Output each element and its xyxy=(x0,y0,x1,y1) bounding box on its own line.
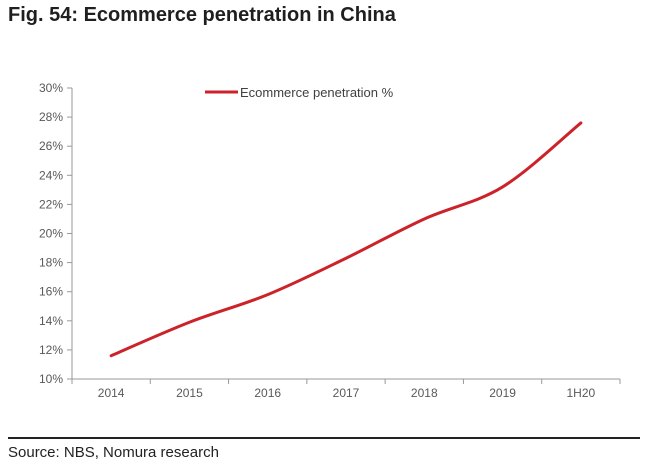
x-tick-label: 2017 xyxy=(333,386,360,400)
x-tick-label: 2018 xyxy=(411,386,438,400)
y-tick-label: 18% xyxy=(39,256,63,270)
series-line-ecommerce-penetration xyxy=(109,121,583,358)
legend-label: Ecommerce penetration % xyxy=(240,85,394,100)
y-tick-label: 30% xyxy=(39,81,63,95)
x-tick-label: 2015 xyxy=(176,386,203,400)
y-axis: 10% 12% 14% 16% 18% 20% 22% 24% 26% 28% 30% xyxy=(39,81,73,386)
x-axis: 2014 2015 2016 2017 2018 2019 1H20 xyxy=(71,378,621,400)
y-tick-label: 16% xyxy=(39,285,63,299)
x-tick-label: 1H20 xyxy=(567,386,596,400)
source-note: Source: NBS, Nomura research xyxy=(8,444,219,461)
figure-title: Fig. 54: Ecommerce penetration in China xyxy=(8,4,396,26)
y-tick-label: 14% xyxy=(39,314,63,328)
y-tick-label: 24% xyxy=(39,168,63,182)
y-tick-label: 22% xyxy=(39,197,63,211)
x-tick-label: 2019 xyxy=(489,386,516,400)
source-divider xyxy=(8,437,640,439)
y-tick-label: 20% xyxy=(39,227,63,241)
legend: Ecommerce penetration % xyxy=(205,85,394,100)
y-tick-label: 28% xyxy=(39,110,63,124)
y-tick-label: 10% xyxy=(39,372,63,386)
y-tick-label: 26% xyxy=(39,139,63,153)
x-tick-label: 2014 xyxy=(98,386,125,400)
series-group xyxy=(109,121,583,358)
x-tick-label: 2016 xyxy=(254,386,281,400)
y-tick-label: 12% xyxy=(39,343,63,357)
